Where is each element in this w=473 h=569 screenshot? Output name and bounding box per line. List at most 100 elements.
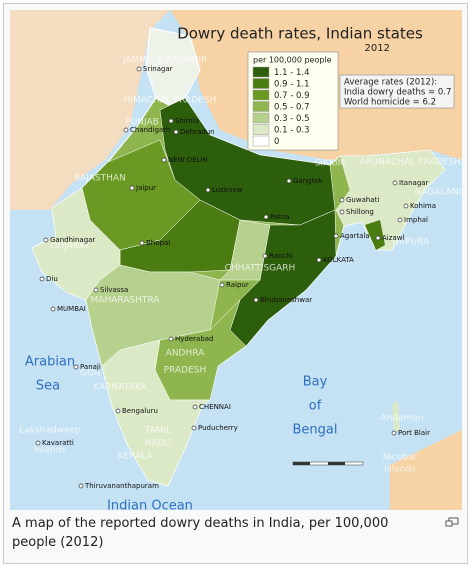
- city-marker: [205, 187, 211, 193]
- region-label: ANDHRA: [166, 349, 205, 359]
- city-label: Kohima: [410, 202, 436, 210]
- city-marker: [192, 404, 198, 410]
- sea-label: of: [309, 399, 322, 414]
- region: [31, 187, 121, 301]
- region-label: TRIPURA: [390, 238, 430, 248]
- region-label: PRADESH: [164, 366, 207, 376]
- sea-label: Bengal: [293, 423, 338, 438]
- city-label: Imphal: [404, 216, 428, 224]
- city-marker: [129, 185, 135, 191]
- thumbnail-frame: Dowry death rates, Indian states 2012 pe…: [3, 3, 468, 564]
- legend-swatch: [252, 112, 270, 124]
- city-marker: [263, 214, 269, 220]
- region-label: SIKKIM: [315, 159, 346, 169]
- city-label: MUMBAI: [57, 305, 86, 313]
- region-label: JAMMU & KASHMIR: [122, 56, 208, 66]
- legend-label: 0.1 - 0.3: [274, 126, 310, 136]
- city-label: Agartala: [340, 232, 370, 240]
- map: Dowry death rates, Indian states 2012 pe…: [10, 10, 462, 510]
- legend-swatch: [252, 101, 270, 112]
- sea-label: Bay: [303, 375, 328, 390]
- city-label: Panaji: [80, 363, 101, 371]
- city-marker: [253, 297, 259, 303]
- sea-label: Arabian: [25, 355, 75, 370]
- city-marker: [136, 66, 142, 72]
- region-label: PUNJAB: [125, 118, 159, 128]
- city-label: Itanagar: [399, 179, 429, 187]
- legend-label: 0.3 - 0.5: [274, 114, 310, 124]
- city-label: Port Blair: [398, 429, 430, 437]
- city-marker: [123, 127, 129, 133]
- region-label: Lakshadweep: [19, 426, 81, 436]
- city-label: Shimla: [175, 117, 199, 125]
- region-label: ARUNACHAL PRADESH: [359, 158, 460, 168]
- legend-swatch: [252, 66, 270, 78]
- city-label: KOLKATA: [323, 256, 354, 264]
- city-label: Hyderabad: [175, 335, 214, 343]
- region-label: Islands: [384, 465, 416, 475]
- map-year: 2012: [365, 43, 390, 54]
- city-marker: [93, 287, 99, 293]
- city-marker: [339, 197, 345, 203]
- region-label: Nicobar: [383, 453, 418, 463]
- city-label: Chandigarh: [130, 126, 170, 134]
- legend-swatch: [252, 78, 270, 89]
- city-marker: [73, 364, 79, 370]
- city-label: Ranchi: [269, 252, 293, 260]
- city-marker: [375, 235, 381, 241]
- city-marker: [316, 257, 322, 263]
- averages-box: [339, 74, 455, 109]
- city-label: Guwahati: [346, 196, 379, 204]
- region-label: KERALA: [117, 452, 153, 462]
- city-marker: [262, 253, 268, 259]
- legend-label: 0: [274, 137, 279, 147]
- region-label: Andaman: [380, 414, 423, 424]
- city-label: Silvassa: [100, 286, 128, 294]
- city-marker: [39, 276, 45, 282]
- city-marker: [50, 306, 56, 312]
- legend-label: 0.7 - 0.9: [274, 91, 310, 101]
- region-label: TAMIL: [144, 426, 171, 436]
- caption: A map of the reported dowry deaths in In…: [12, 516, 389, 550]
- city-marker: [168, 118, 174, 124]
- city-label: Aizawl: [382, 234, 404, 242]
- average-line: India dowry deaths = 0.7: [344, 88, 451, 98]
- region: [101, 339, 211, 487]
- legend-swatch: [252, 89, 270, 101]
- city-marker: [78, 483, 84, 489]
- city-label: Raipur: [226, 281, 249, 289]
- city-marker: [397, 217, 403, 223]
- sea-label: Indian Ocean: [107, 499, 193, 511]
- island: [392, 400, 400, 432]
- city-marker: [286, 178, 292, 184]
- averages: Average rates (2012):India dowry deaths …: [339, 74, 455, 109]
- city-label: CHENNAI: [199, 403, 231, 411]
- region: [365, 220, 385, 250]
- city-label: Shillong: [346, 208, 374, 216]
- city-label: Bhubaneshwar: [260, 296, 312, 304]
- city-label: Diu: [46, 275, 58, 283]
- city-marker: [43, 237, 49, 243]
- neighbour-land: [390, 430, 462, 510]
- city-label: Jaipur: [135, 184, 156, 192]
- city-marker: [168, 336, 174, 342]
- city-marker: [161, 157, 167, 163]
- city-marker: [391, 430, 397, 436]
- city-marker: [333, 233, 339, 239]
- sea-label: Sea: [36, 379, 60, 394]
- city-label: Lucknow: [212, 186, 243, 194]
- city-marker: [115, 408, 121, 414]
- region-label: GUJARAT: [50, 242, 90, 252]
- region-label: MAHARASHTRA: [91, 296, 161, 306]
- enlarge-icon[interactable]: [445, 517, 459, 528]
- city-label: Kavaratti: [42, 439, 74, 447]
- city-marker: [403, 203, 409, 209]
- region-label: CHHATTISGARH: [225, 264, 296, 274]
- city-marker: [392, 180, 398, 186]
- city-marker: [191, 425, 197, 431]
- map-title: Dowry death rates, Indian states: [177, 25, 423, 43]
- region: [85, 264, 221, 367]
- city-label: Puducherry: [198, 424, 238, 432]
- city-marker: [139, 240, 145, 246]
- legend-swatch: [252, 135, 270, 147]
